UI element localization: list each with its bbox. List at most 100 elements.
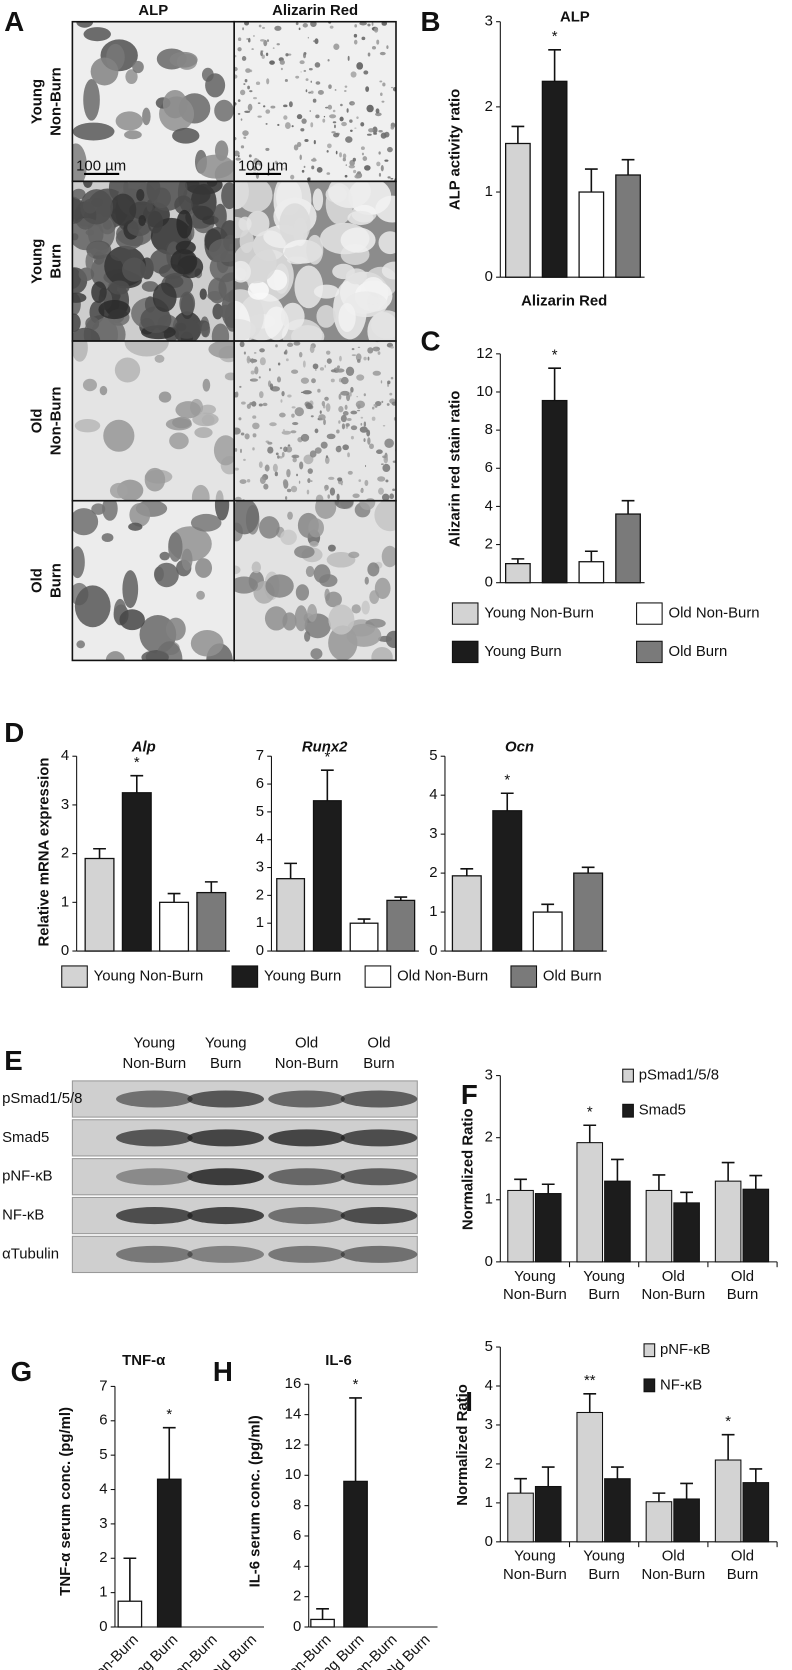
micrograph-blob [367,437,371,445]
micrograph-blob [110,247,132,262]
micrograph-blob [307,478,311,484]
bar [534,1193,562,1263]
micrograph-blob [350,386,354,393]
y-tick-label: 1 [256,915,264,931]
micrograph-blob [308,91,312,94]
micrograph-blob [260,39,266,42]
y-tick-label: 12 [476,346,493,362]
micrograph-blob [291,125,294,128]
micrograph-blob [328,84,332,89]
micrograph-blob [141,281,159,292]
y-tick-label: 14 [285,1407,302,1423]
micrograph-blob [252,415,257,419]
micrograph-blob [340,376,349,385]
micrograph-blob [348,551,360,559]
micrograph-cell [72,181,235,342]
micrograph-blob [255,81,261,86]
micrograph-blob [287,256,307,265]
micrograph-blob [249,90,253,93]
micrograph-blob [288,101,293,108]
micrograph-blob [250,370,255,375]
bar [117,1600,143,1628]
micrograph-blob [304,631,311,642]
micrograph-blob [234,66,238,72]
micrograph-blob [367,356,370,361]
micrograph-blob [247,103,253,111]
legend-swatch [636,640,663,664]
micrograph-blob [389,392,393,396]
y-tick-label: 1 [485,1495,493,1511]
micrograph-blob [201,322,211,338]
y-tick-label: 2 [429,865,437,881]
micrograph-blob [387,146,393,153]
error-bar [316,1607,329,1620]
micrograph-blob [317,388,321,393]
micrograph-blob [354,24,358,28]
micrograph-blob [325,456,330,464]
error-bar [320,769,334,801]
micrograph-blob [300,128,305,132]
blot-column-header: Old Non-Burn [275,1036,339,1072]
bar [714,1459,742,1543]
micrograph-blob [144,467,166,492]
micrograph-blob [328,181,371,209]
error-bar [511,558,525,564]
micrograph-blob [240,89,246,96]
micrograph-blob [284,122,291,129]
micrograph-blob [328,476,335,480]
legend-label: Young Burn [484,644,561,660]
micrograph-blob [267,441,273,445]
error-bar [204,881,218,893]
micrograph-blob [368,128,374,133]
micrograph-blob [364,165,371,171]
x-tick-label-line: Burn [727,1287,758,1303]
legend-swatch [231,965,259,988]
micrograph-blob [290,485,298,493]
micrograph-blob [352,493,360,499]
micrograph-blob [300,391,304,393]
micrograph-blob [300,433,310,442]
x-tick-label-line: Non-Burn [503,1287,567,1303]
micrograph-blob [299,154,302,160]
micrograph-blob [235,157,241,161]
micrograph-blob [103,419,135,452]
micrograph-blob [72,546,85,579]
micrograph-blob [83,27,111,42]
micrograph-blob [162,89,188,119]
micrograph-blob [291,369,299,374]
micrograph-blob [319,367,325,371]
blot-band [340,1090,418,1108]
micrograph-blob [86,241,109,256]
y-tick-label: 3 [99,1516,107,1532]
y-axis-label: Alizarin red stain ratio [448,391,464,547]
x-tick-label-line: Young [583,1269,625,1285]
micrograph-blob [276,376,282,383]
micrograph-blob [306,489,310,495]
micrograph-blob [129,502,151,527]
micrograph-blob [285,53,289,57]
micrograph-blob [365,86,370,92]
micrograph-blob [359,21,367,26]
error-bar [749,1468,763,1483]
legend-swatch [643,1378,656,1393]
micrograph-blob [237,113,241,115]
micrograph-blob [101,533,114,543]
row-label-line: Non-Burn [48,67,64,136]
micrograph-blob [298,27,301,31]
micrograph-blob [375,108,380,114]
micrograph-blob [78,267,95,281]
blot-band [187,1168,264,1186]
micrograph-blob [243,458,246,461]
y-tick-label: 2 [256,887,264,903]
micrograph-blob [327,143,332,149]
blot-column-header-line: Young [134,1036,176,1052]
micrograph-blob [272,47,275,50]
bar [349,922,379,952]
x-tick-label: Young Burn [583,1549,625,1583]
micrograph-blob [223,234,235,252]
panel-letter: H [213,1356,233,1387]
micrograph-blob [244,21,250,26]
micrograph-blob [282,429,285,432]
micrograph-blob [259,476,266,484]
